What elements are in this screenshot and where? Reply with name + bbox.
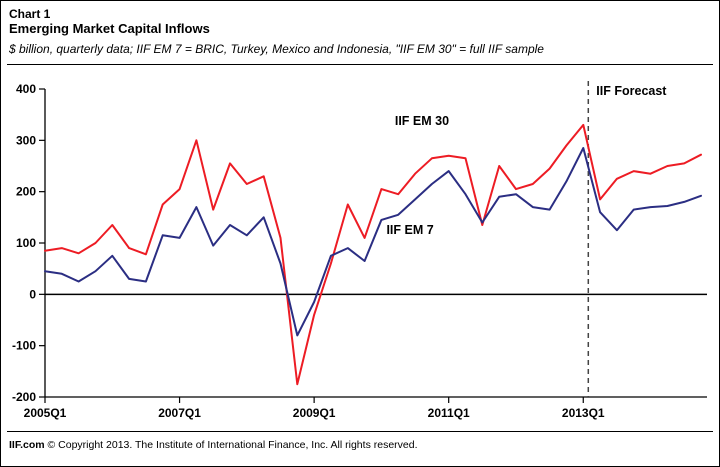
y-axis-label: 300: [16, 133, 36, 147]
y-axis-label: 100: [16, 236, 36, 250]
chart-number-label: Chart 1: [9, 7, 51, 21]
y-axis-label: -100: [12, 339, 36, 353]
x-axis-label: 2007Q1: [158, 406, 201, 420]
series-annotation: IIF EM 30: [395, 114, 449, 128]
x-axis-label: 2009Q1: [293, 406, 336, 420]
x-axis-label: 2005Q1: [24, 406, 67, 420]
capital-inflows-line-chart: 400 300 200 100 0 -100 -200 2005Q1 2007Q1 2009Q1 2…: [12, 81, 707, 420]
forecast-label: IIF Forecast: [596, 84, 667, 98]
y-axis-label: -200: [12, 390, 36, 404]
copyright-footer: IIF.com © Copyright 2013. The Institute …: [9, 439, 418, 451]
series-line-iif-em-7: [44, 147, 702, 337]
x-axis-label: 2013Q1: [562, 406, 605, 420]
series-line-iif-em-30: [44, 123, 702, 386]
footer-divider: [7, 431, 713, 432]
chart-title: Emerging Market Capital Inflows: [9, 21, 210, 36]
y-axis-label: 0: [29, 287, 36, 301]
chart-subtitle: $ billion, quarterly data; IIF EM 7 = BR…: [9, 42, 544, 56]
y-axis-label: 400: [16, 82, 36, 96]
series-annotation: IIF EM 7: [386, 223, 433, 237]
header-divider: [7, 64, 713, 65]
x-axis-label: 2011Q1: [428, 406, 470, 420]
footer-text: © Copyright 2013. The Institute of Inter…: [44, 439, 418, 451]
y-axis-label: 200: [16, 185, 36, 199]
footer-brand: IIF.com: [9, 439, 45, 451]
